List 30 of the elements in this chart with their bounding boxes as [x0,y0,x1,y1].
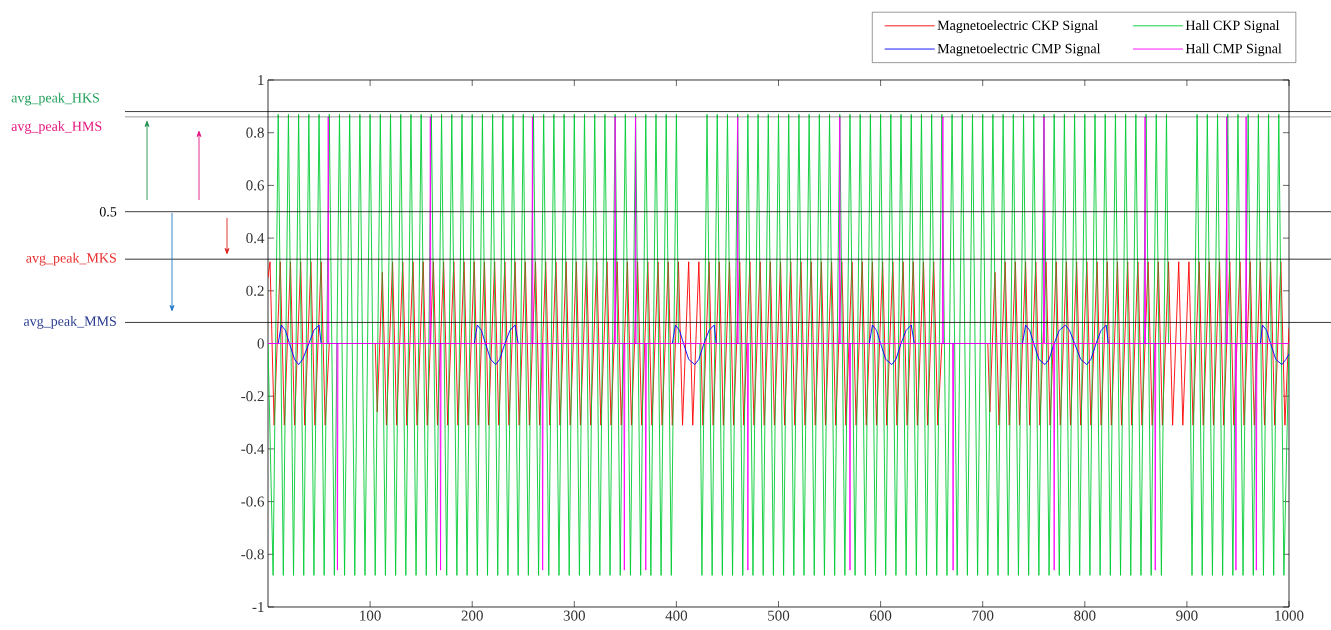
y-tick-label: 0.4 [246,233,265,244]
ref-line-label: avg_peak_HMS [11,121,102,134]
x-tick-label: 900 [1176,610,1198,621]
y-tick-label: -1 [252,602,264,612]
ref-line-label: 0.5 [99,206,117,217]
y-tick-label: 0.8 [246,127,264,138]
y-tick-label: -0.8 [241,549,264,560]
y-tick-label: -0.4 [241,443,265,454]
y-tick-label: -0.2 [241,391,264,402]
y-tick-label: 0 [257,338,264,349]
x-tick-label: 200 [461,610,483,621]
x-tick-label: 300 [563,610,585,621]
x-tick-label: 700 [972,610,994,621]
ref-line-label: avg_peak_HKS [11,92,99,106]
ref-line-label: avg_peak_MKS [26,252,116,266]
x-tick-label: 600 [870,610,892,621]
legend-label: Hall CMP Signal [1185,43,1282,57]
y-tick-label: 0.2 [246,285,264,296]
ref-line-label: avg_peak_MMS [23,316,116,329]
x-tick-label: 100 [360,610,381,621]
y-tick-label: 1 [258,75,264,85]
y-tick-label: -0.6 [241,496,265,507]
x-tick-label: 1000 [1275,610,1304,621]
legend-label: Magnetoelectric CKP Signal [937,20,1098,33]
x-tick-label: 800 [1074,610,1096,621]
x-tick-label: 500 [768,610,790,621]
x-tick-label: 400 [665,610,688,621]
legend-label: Hall CKP Signal [1185,20,1280,33]
legend-label: Magnetoelectric CMP Signal [937,43,1101,57]
y-tick-label: 0.6 [246,180,265,191]
